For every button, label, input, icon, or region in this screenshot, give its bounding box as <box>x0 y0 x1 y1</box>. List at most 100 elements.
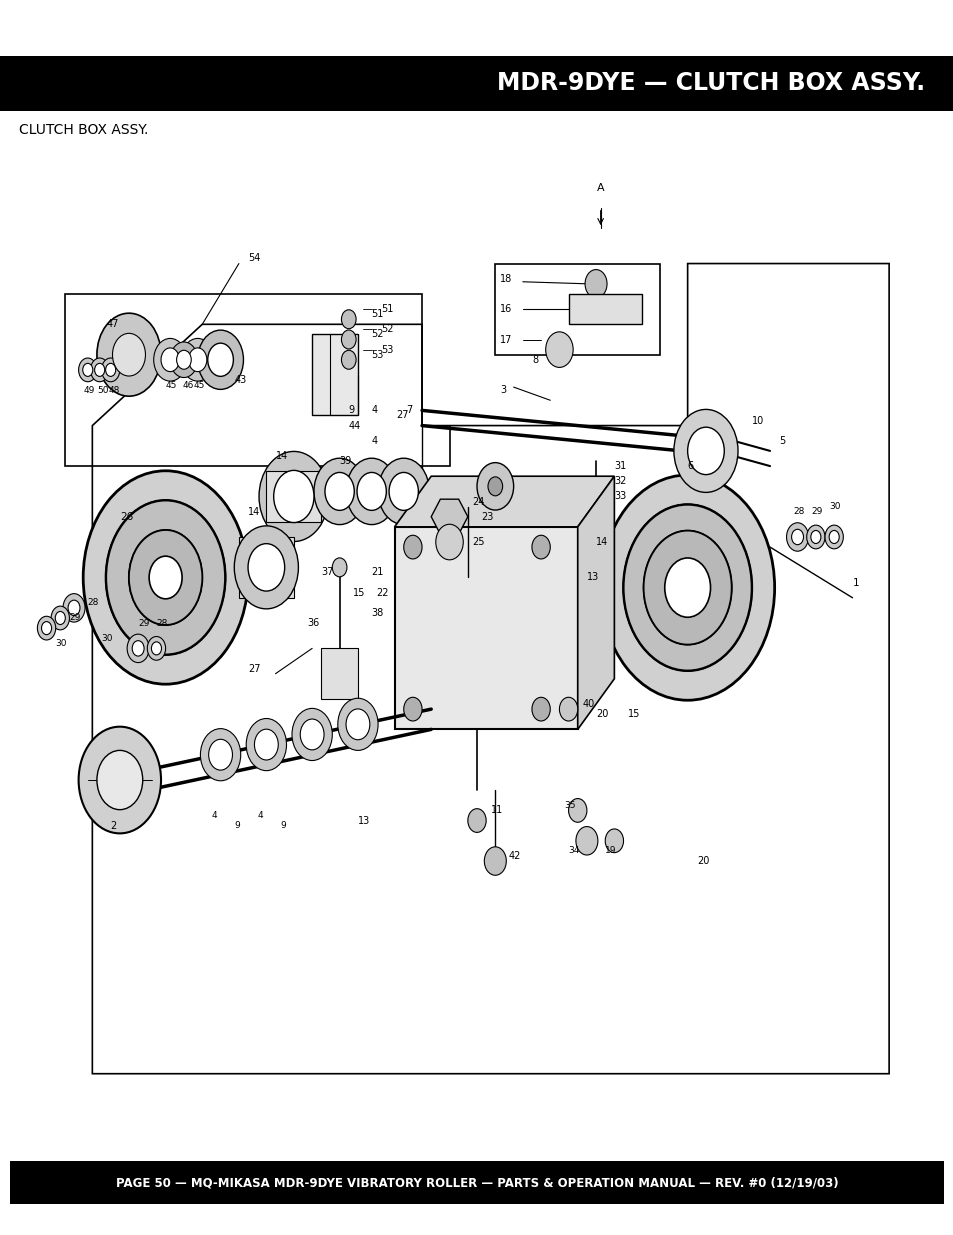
Text: 49: 49 <box>83 385 94 395</box>
Text: 54: 54 <box>248 253 260 263</box>
Circle shape <box>55 611 65 625</box>
Text: 4: 4 <box>212 811 216 820</box>
Text: 36: 36 <box>307 618 319 629</box>
Text: 34: 34 <box>568 846 579 856</box>
Text: 28: 28 <box>792 508 803 516</box>
Text: 25: 25 <box>472 537 484 547</box>
Circle shape <box>101 358 120 382</box>
Text: 13: 13 <box>586 573 598 583</box>
Text: 48: 48 <box>109 385 120 395</box>
Text: 20: 20 <box>596 709 608 719</box>
Text: 53: 53 <box>372 350 384 359</box>
Text: 28: 28 <box>156 619 168 627</box>
Circle shape <box>325 473 354 510</box>
Text: 38: 38 <box>372 608 383 618</box>
Circle shape <box>568 799 586 823</box>
Text: 15: 15 <box>627 709 639 719</box>
Text: PAGE 50 — MQ-MIKASA MDR-9DYE VIBRATORY ROLLER — PARTS & OPERATION MANUAL — REV. : PAGE 50 — MQ-MIKASA MDR-9DYE VIBRATORY R… <box>115 1176 838 1189</box>
Bar <box>238 537 294 598</box>
Circle shape <box>149 556 182 599</box>
Bar <box>10 1161 943 1204</box>
Circle shape <box>532 698 550 721</box>
Text: 13: 13 <box>357 815 370 825</box>
Text: A: A <box>597 183 604 193</box>
Circle shape <box>346 709 370 740</box>
Circle shape <box>170 342 197 378</box>
Text: 21: 21 <box>372 567 384 578</box>
Circle shape <box>403 535 421 559</box>
Text: 44: 44 <box>349 421 360 431</box>
Text: 4: 4 <box>257 811 262 820</box>
Circle shape <box>129 530 202 625</box>
Circle shape <box>341 310 355 329</box>
Circle shape <box>292 709 332 761</box>
Text: 3: 3 <box>499 385 505 395</box>
Circle shape <box>37 616 55 640</box>
Circle shape <box>403 698 421 721</box>
Polygon shape <box>578 477 614 730</box>
Circle shape <box>208 343 233 377</box>
Text: 4: 4 <box>372 405 377 415</box>
Text: 6: 6 <box>687 461 693 471</box>
Circle shape <box>234 526 298 609</box>
Text: 50: 50 <box>97 385 109 395</box>
Text: MDR-9DYE — CLUTCH BOX ASSY.: MDR-9DYE — CLUTCH BOX ASSY. <box>497 72 924 95</box>
Circle shape <box>791 530 802 545</box>
Text: 29: 29 <box>70 614 81 622</box>
Bar <box>395 527 578 730</box>
Text: 1: 1 <box>852 578 859 588</box>
Text: 2: 2 <box>111 820 117 831</box>
Bar <box>266 472 321 522</box>
Circle shape <box>112 333 145 375</box>
Circle shape <box>51 606 70 630</box>
Circle shape <box>377 458 429 525</box>
Circle shape <box>558 698 578 721</box>
Text: 39: 39 <box>339 456 352 466</box>
Circle shape <box>127 634 149 663</box>
Text: 17: 17 <box>499 335 512 345</box>
Circle shape <box>78 358 97 382</box>
Text: 37: 37 <box>321 567 334 578</box>
Circle shape <box>332 558 347 577</box>
Circle shape <box>68 600 80 615</box>
Circle shape <box>106 363 115 377</box>
Text: 14: 14 <box>248 506 260 516</box>
Circle shape <box>106 500 225 655</box>
Circle shape <box>94 363 105 377</box>
Circle shape <box>600 475 774 700</box>
Text: 24: 24 <box>472 496 484 506</box>
Circle shape <box>129 530 202 625</box>
Circle shape <box>209 740 233 771</box>
Circle shape <box>197 330 243 389</box>
Bar <box>0 56 953 111</box>
Circle shape <box>623 505 751 671</box>
Circle shape <box>356 473 386 510</box>
Circle shape <box>643 531 731 645</box>
Text: 26: 26 <box>120 511 132 521</box>
Bar <box>568 294 641 325</box>
Text: 46: 46 <box>182 380 193 389</box>
Circle shape <box>274 471 314 522</box>
Circle shape <box>687 427 723 474</box>
Text: 35: 35 <box>563 800 575 810</box>
Text: 9: 9 <box>349 405 355 415</box>
Circle shape <box>824 525 842 548</box>
Circle shape <box>337 698 377 751</box>
Circle shape <box>476 463 513 510</box>
Text: 32: 32 <box>614 477 626 487</box>
Circle shape <box>623 505 751 671</box>
Circle shape <box>248 543 284 592</box>
Text: 30: 30 <box>829 503 841 511</box>
Text: 10: 10 <box>751 415 763 426</box>
Circle shape <box>259 452 328 541</box>
Text: 9: 9 <box>234 821 240 830</box>
Text: 31: 31 <box>614 461 626 471</box>
Circle shape <box>132 641 144 656</box>
Text: 8: 8 <box>532 354 537 364</box>
Text: 30: 30 <box>101 634 112 642</box>
Circle shape <box>810 531 820 543</box>
Polygon shape <box>395 477 614 527</box>
Circle shape <box>545 332 573 368</box>
Text: 19: 19 <box>604 846 616 856</box>
Text: 11: 11 <box>490 805 502 815</box>
